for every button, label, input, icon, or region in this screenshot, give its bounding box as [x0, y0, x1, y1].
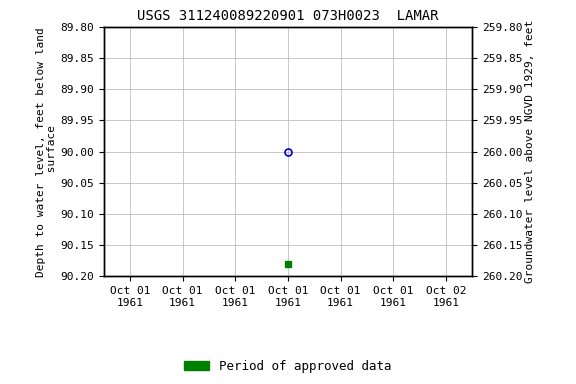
Title: USGS 311240089220901 073H0023  LAMAR: USGS 311240089220901 073H0023 LAMAR — [137, 9, 439, 23]
Y-axis label: Groundwater level above NGVD 1929, feet: Groundwater level above NGVD 1929, feet — [525, 20, 535, 283]
Y-axis label: Depth to water level, feet below land
 surface: Depth to water level, feet below land su… — [36, 27, 58, 276]
Legend: Period of approved data: Period of approved data — [179, 355, 397, 378]
